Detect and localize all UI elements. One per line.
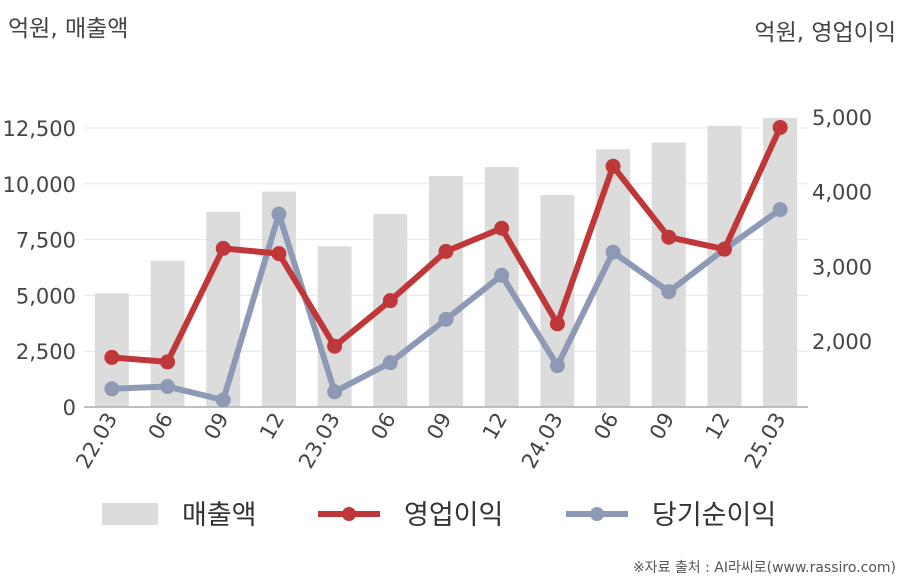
point-net-income	[104, 381, 120, 397]
right-axis-ticks: 2,000 3,000 4,000 5,000	[812, 106, 872, 354]
point-operating-profit	[215, 240, 231, 256]
left-tick-label: 5,000	[16, 284, 76, 308]
left-axis-ticks: 0 2,500 5,000 7,500 10,000 12,500	[3, 117, 76, 420]
right-axis-label: 억원, 영업이익	[754, 20, 896, 46]
bar	[651, 142, 686, 407]
x-tick-label: 09	[199, 409, 233, 444]
point-operating-profit	[661, 229, 677, 245]
point-operating-profit	[772, 119, 788, 135]
right-tick-label: 4,000	[812, 181, 872, 205]
source-note: ※자료 출처 : AI라씨로(www.rassiro.com)	[633, 560, 896, 576]
left-axis-label: 억원, 매출액	[8, 16, 128, 42]
legend-swatch-revenue	[102, 503, 158, 525]
left-tick-label: 0	[63, 396, 76, 420]
bar	[707, 125, 742, 407]
x-tick-label: 09	[422, 409, 456, 444]
bar	[261, 191, 296, 407]
right-tick-label: 3,000	[812, 255, 872, 279]
right-tick-label: 2,000	[812, 330, 872, 354]
point-net-income	[160, 379, 176, 395]
legend-marker-net-income	[590, 507, 604, 521]
bar	[429, 175, 463, 407]
point-operating-profit	[549, 316, 565, 332]
x-tick-label: 23.03	[294, 409, 345, 473]
x-tick-label: 06	[144, 409, 178, 444]
x-axis-ticks: 22.03 06 09 12 23.03 06 09 12 24.03 06 09 12 25.03	[71, 409, 790, 473]
left-tick-label: 12,500	[3, 117, 76, 141]
point-operating-profit	[438, 243, 454, 259]
point-net-income	[438, 311, 454, 327]
bar	[763, 117, 798, 408]
legend: 매출액 영업이익 당기순이익	[102, 500, 776, 531]
point-operating-profit	[494, 220, 510, 236]
left-tick-label: 7,500	[16, 229, 76, 253]
point-net-income	[661, 284, 677, 300]
point-net-income	[494, 267, 510, 283]
point-net-income	[327, 384, 343, 400]
x-tick-label: 25.03	[740, 409, 791, 473]
point-operating-profit	[382, 293, 398, 309]
x-tick-label: 06	[366, 409, 400, 444]
point-operating-profit	[327, 338, 343, 354]
right-tick-label: 5,000	[812, 106, 872, 130]
point-net-income	[549, 358, 565, 374]
legend-label-revenue: 매출액	[182, 500, 257, 531]
bar-series-revenue	[94, 117, 798, 408]
line-series	[104, 119, 788, 408]
left-tick-label: 10,000	[3, 173, 76, 197]
point-net-income	[215, 392, 231, 408]
legend-label-operating-profit: 영업이익	[404, 500, 503, 531]
point-operating-profit	[716, 241, 732, 257]
legend-marker-operating-profit	[342, 507, 356, 521]
x-tick-label: 09	[645, 409, 679, 444]
point-net-income	[382, 355, 398, 371]
point-net-income	[271, 206, 287, 222]
point-operating-profit	[160, 354, 176, 370]
left-tick-label: 2,500	[16, 340, 76, 364]
point-operating-profit	[271, 246, 287, 262]
x-tick-label: 24.03	[517, 409, 568, 473]
x-tick-label: 12	[478, 409, 512, 444]
x-tick-label: 06	[589, 409, 623, 444]
point-net-income	[772, 202, 788, 218]
x-tick-label: 12	[255, 409, 289, 444]
point-operating-profit	[104, 349, 120, 365]
x-tick-label: 22.03	[71, 409, 122, 473]
point-net-income	[605, 244, 621, 260]
legend-label-net-income: 당기순이익	[652, 500, 776, 531]
point-operating-profit	[605, 158, 621, 174]
x-tick-label: 12	[701, 409, 735, 444]
